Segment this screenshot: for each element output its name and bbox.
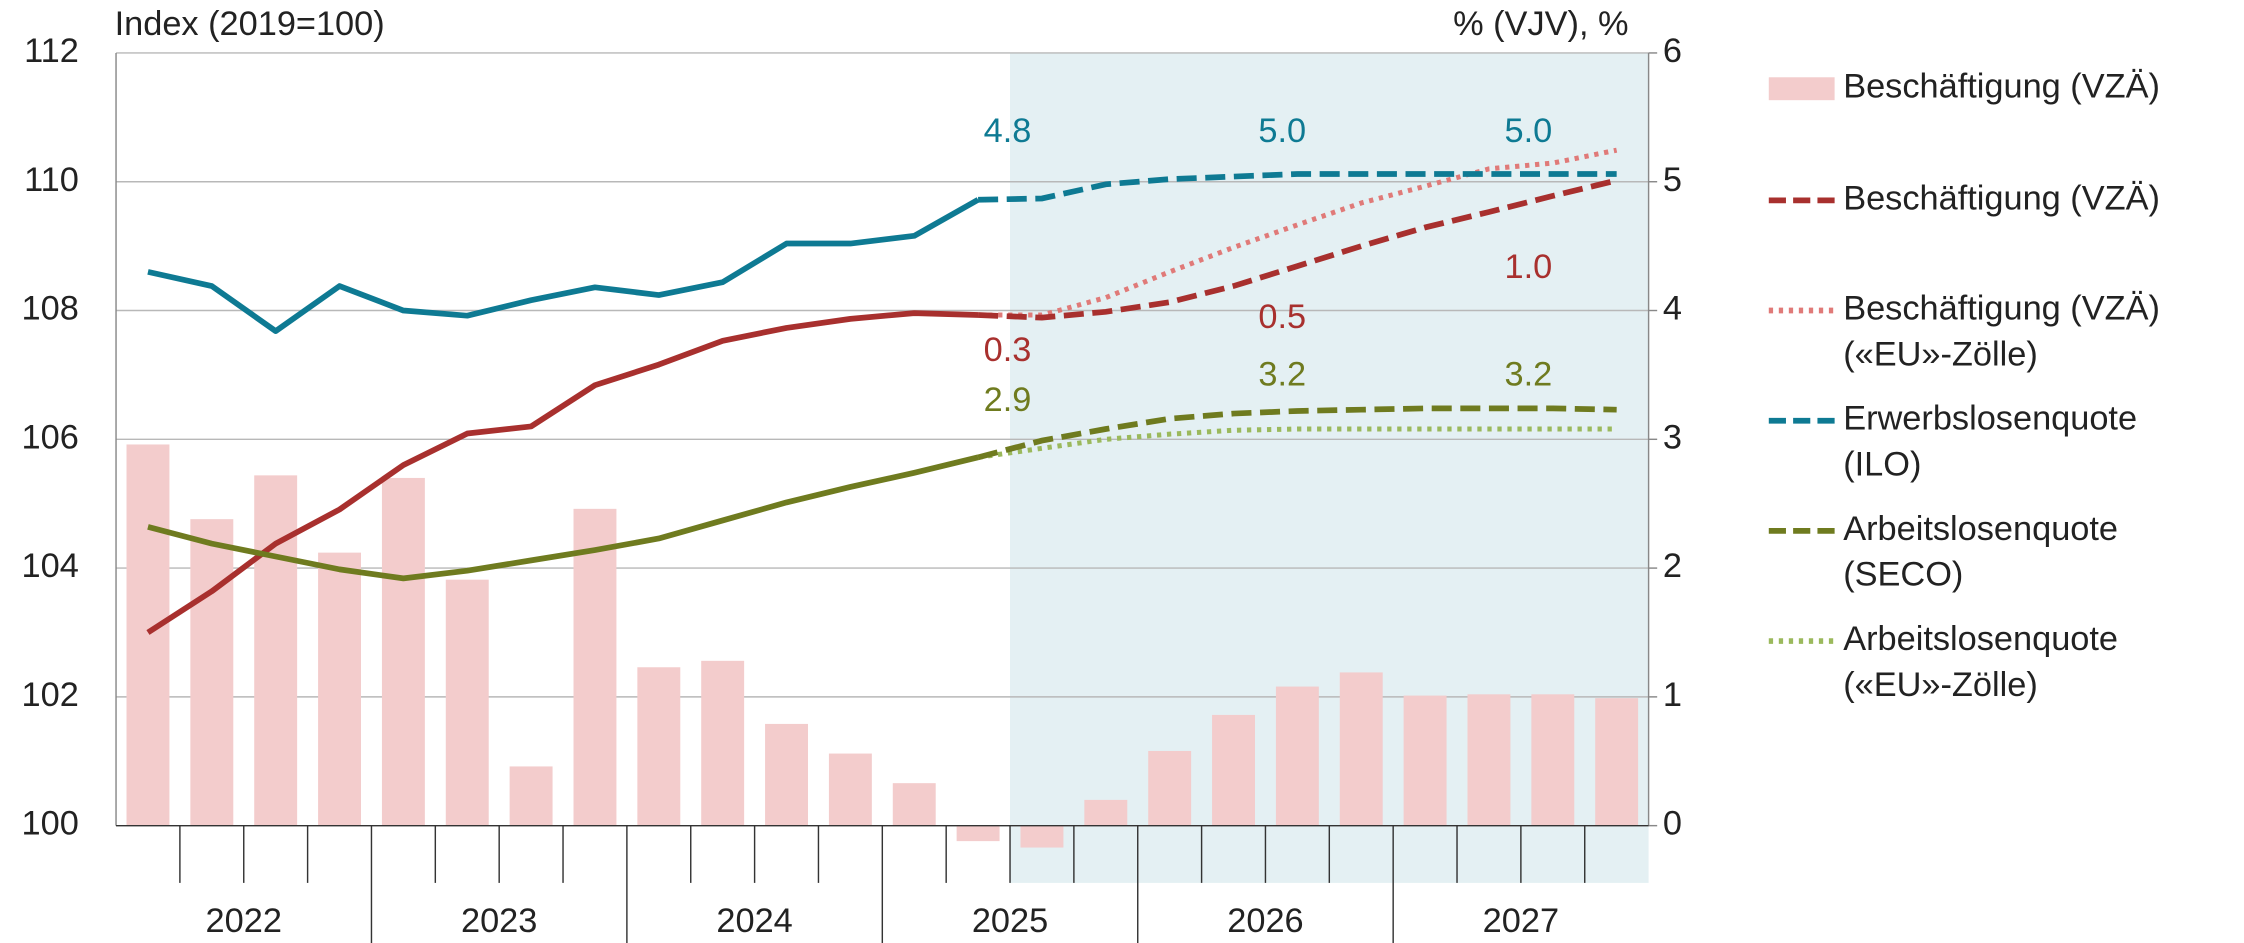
bar [1467, 694, 1511, 826]
y2-tick-label: 5 [1663, 161, 1682, 199]
bar [892, 783, 936, 826]
legend-label-line: Beschäftigung (VZÄ) [1843, 179, 2160, 217]
bar [1020, 825, 1064, 848]
legend-label-line: («EU»-Zölle) [1843, 335, 2038, 373]
bar [126, 444, 170, 826]
legend-label-line: («EU»-Zölle) [1843, 666, 2038, 704]
annotation: 0.5 [1258, 298, 1306, 336]
annotation: 2.9 [984, 381, 1032, 419]
y2-axis-label: % (VJV), % [1453, 5, 1628, 43]
annotation: 5.0 [1258, 112, 1306, 150]
bar [701, 660, 745, 826]
bar [828, 753, 872, 826]
y2-tick-label: 6 [1663, 32, 1682, 70]
legend-label-line: Arbeitslosenquote [1843, 510, 2118, 548]
bar [445, 579, 489, 826]
bar [254, 475, 298, 826]
legend-label-line: (ILO) [1843, 446, 1921, 484]
legend-label: Arbeitslosenquote («EU»-Zölle) [1843, 620, 2118, 704]
line-forecast [978, 171, 1617, 203]
bar [765, 723, 808, 826]
y-tick-label: 106 [22, 418, 79, 456]
bar [1595, 698, 1639, 826]
bar [1084, 799, 1128, 826]
bar [1339, 672, 1383, 826]
y2-tick-label: 4 [1663, 290, 1682, 328]
bar [318, 552, 361, 826]
y2-tick-label: 3 [1663, 418, 1682, 456]
y-tick-label: 110 [24, 161, 79, 199]
x-year-label: 2027 [1483, 902, 1559, 940]
y-tick-label: 108 [22, 290, 79, 328]
bar [1275, 686, 1319, 826]
annotation: 3.2 [1505, 355, 1553, 393]
legend-label: Beschäftigung (VZÄ) [1843, 179, 2160, 217]
line-forecast [977, 405, 1617, 461]
y-tick-label: 104 [22, 547, 79, 585]
legend-label-line: Arbeitslosenquote [1843, 620, 2118, 658]
legend-label-line: Beschäftigung (VZÄ) [1843, 68, 2160, 106]
bar [637, 667, 681, 826]
bar [190, 519, 234, 826]
x-year-label: 2026 [1227, 902, 1303, 940]
legend-label-line: Erwerbslosenquote [1843, 400, 2137, 438]
legend-label: Erwerbslosenquote (ILO) [1843, 400, 2137, 484]
line [146, 310, 979, 635]
bar [1148, 750, 1192, 826]
line-dotted [977, 426, 1617, 460]
legend-label-line: (SECO) [1843, 556, 1963, 594]
y-tick-label: 112 [24, 32, 79, 70]
line-forecast [977, 177, 1618, 321]
y-tick-label: 102 [22, 676, 79, 714]
annotation: 1.0 [1505, 248, 1553, 286]
x-year-label: 2025 [972, 902, 1048, 940]
bar [509, 766, 553, 826]
annotation: 5.0 [1505, 112, 1553, 150]
y-tick-label: 100 [22, 805, 79, 843]
line [147, 197, 980, 334]
x-year-label: 2023 [461, 902, 537, 940]
x-year-label: 2024 [716, 902, 792, 940]
legend-label: Beschäftigung (VZÄ) [1843, 68, 2160, 106]
bar [573, 508, 617, 826]
y-axis-label: Index (2019=100) [115, 5, 385, 43]
line [147, 454, 979, 582]
bar [1403, 695, 1447, 826]
bar [1212, 714, 1255, 826]
y2-tick-label: 2 [1663, 547, 1682, 585]
bar [1531, 694, 1575, 826]
bar [381, 477, 425, 826]
x-year-label: 2022 [206, 902, 282, 940]
legend-label: Arbeitslosenquote (SECO) [1843, 510, 2118, 594]
y2-tick-label: 1 [1663, 676, 1682, 714]
annotation: 0.3 [984, 331, 1032, 369]
y2-tick-label: 0 [1663, 805, 1682, 843]
annotation: 3.2 [1258, 355, 1306, 393]
legend-label-line: Beschäftigung (VZÄ) [1843, 290, 2160, 328]
bar [956, 825, 1000, 842]
legend-swatch [1768, 77, 1835, 101]
legend-label: Beschäftigung (VZÄ) («EU»-Zölle) [1843, 290, 2160, 374]
annotation: 4.8 [984, 112, 1032, 150]
